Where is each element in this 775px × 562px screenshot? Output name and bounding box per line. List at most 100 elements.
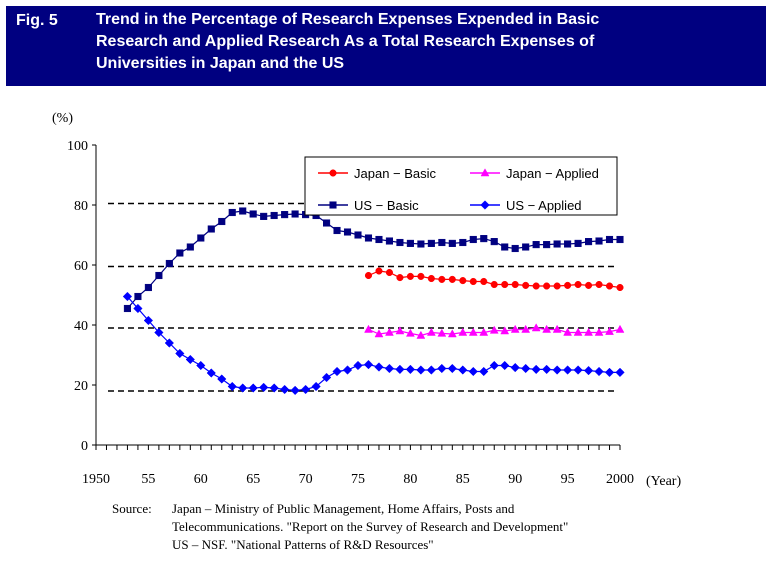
data-point-1 bbox=[605, 326, 614, 335]
data-point-0 bbox=[501, 280, 509, 289]
data-point-2 bbox=[417, 240, 425, 248]
x-axis-label: (Year) bbox=[646, 474, 681, 489]
data-point-1 bbox=[489, 325, 499, 334]
legend-item-2: US − Basic bbox=[318, 198, 419, 213]
x-tick-label: 75 bbox=[351, 472, 365, 487]
data-point-3 bbox=[196, 360, 206, 371]
legend: Japan − Basic Japan − Applied US − Basic US… bbox=[318, 166, 599, 213]
data-point-3 bbox=[521, 363, 531, 374]
y-tick-label: 80 bbox=[74, 199, 88, 214]
x-tick-label: 85 bbox=[456, 472, 470, 487]
series-0 bbox=[364, 267, 624, 292]
data-point-2 bbox=[385, 237, 393, 245]
data-point-3 bbox=[552, 365, 562, 375]
figure-title-banner: Fig. 5 Trend in the Percentage of Resear… bbox=[6, 6, 766, 86]
x-tick-label: 2000 bbox=[606, 472, 634, 487]
data-point-0 bbox=[553, 282, 561, 290]
data-point-1 bbox=[500, 326, 510, 335]
y-axis-label: (%) bbox=[52, 111, 73, 126]
data-point-3 bbox=[279, 384, 290, 395]
data-point-3 bbox=[468, 366, 478, 377]
data-point-3 bbox=[615, 367, 625, 378]
data-point-2 bbox=[364, 234, 373, 242]
data-point-3 bbox=[321, 372, 332, 383]
data-point-1 bbox=[447, 329, 457, 338]
data-point-2 bbox=[459, 238, 467, 247]
data-point-1 bbox=[542, 324, 552, 333]
data-point-3 bbox=[395, 364, 405, 375]
data-point-3 bbox=[164, 338, 175, 348]
data-point-3 bbox=[143, 315, 154, 326]
data-point-0 bbox=[459, 277, 467, 285]
data-point-1 bbox=[364, 324, 373, 333]
x-tick-label: 90 bbox=[508, 472, 522, 487]
data-point-1 bbox=[437, 328, 447, 337]
data-point-3 bbox=[500, 360, 510, 371]
data-point-2 bbox=[574, 239, 582, 247]
legend-label: US − Applied bbox=[506, 198, 582, 213]
legend-item-1: Japan − Applied bbox=[470, 166, 599, 181]
figure-title-line-1: Trend in the Percentage of Research Expe… bbox=[96, 11, 600, 28]
source-line-2: Telecommunications. "Report on the Surve… bbox=[172, 519, 569, 534]
data-point-2 bbox=[155, 271, 163, 280]
data-point-2 bbox=[490, 238, 498, 246]
series-line-3 bbox=[126, 296, 620, 392]
data-point-1 bbox=[531, 323, 541, 332]
series-line-2 bbox=[126, 210, 620, 309]
series-2 bbox=[123, 207, 624, 313]
data-point-3 bbox=[175, 348, 185, 359]
y-tick-label: 20 bbox=[74, 379, 88, 394]
figure-title-line-3: Universities in Japan and the US bbox=[96, 55, 345, 72]
data-point-2 bbox=[270, 211, 278, 220]
data-point-2 bbox=[218, 217, 226, 226]
data-point-1 bbox=[468, 327, 478, 336]
data-point-2 bbox=[144, 283, 152, 292]
x-tick-label: 1950 bbox=[82, 472, 110, 487]
source-line-3: US – NSF. "National Patterns of R&D Reso… bbox=[172, 537, 434, 552]
data-point-3 bbox=[384, 363, 395, 374]
data-point-3 bbox=[154, 327, 164, 338]
source-line-1: Japan – Ministry of Public Management, H… bbox=[172, 501, 515, 516]
data-point-0 bbox=[427, 274, 435, 283]
data-point-2 bbox=[176, 249, 184, 257]
data-point-1 bbox=[584, 327, 593, 336]
data-point-2 bbox=[228, 208, 236, 217]
data-point-2 bbox=[354, 231, 362, 239]
figure-title-line-2: Research and Applied Research As a Total… bbox=[96, 33, 595, 50]
data-point-2 bbox=[448, 239, 456, 247]
data-point-1 bbox=[385, 327, 394, 336]
data-point-3 bbox=[573, 365, 583, 375]
axes: 0 20 40 60 80 100 1950 55 60 65 70 75 80 85 90 95 2000 bbox=[67, 139, 634, 487]
data-point-2 bbox=[427, 239, 435, 247]
data-point-2 bbox=[343, 228, 352, 236]
x-tick-label: 60 bbox=[194, 472, 208, 487]
data-point-2 bbox=[260, 212, 268, 220]
y-tick-label: 40 bbox=[74, 319, 88, 334]
data-point-2 bbox=[281, 211, 289, 219]
data-point-0 bbox=[585, 281, 593, 289]
data-point-0 bbox=[522, 281, 530, 289]
data-point-3 bbox=[426, 365, 437, 375]
data-point-2 bbox=[553, 240, 561, 248]
data-point-2 bbox=[197, 234, 205, 242]
data-point-3 bbox=[248, 383, 258, 393]
data-point-0 bbox=[564, 281, 572, 289]
data-point-1 bbox=[615, 324, 625, 333]
legend-item-0: Japan − Basic bbox=[318, 166, 437, 181]
data-point-2 bbox=[165, 259, 173, 268]
data-point-0 bbox=[490, 280, 498, 289]
data-point-0 bbox=[480, 277, 488, 286]
x-tick-label: 70 bbox=[299, 472, 313, 487]
data-point-2 bbox=[123, 304, 131, 313]
data-point-3 bbox=[259, 382, 269, 393]
data-point-3 bbox=[458, 365, 468, 375]
data-point-1 bbox=[563, 327, 573, 336]
data-point-0 bbox=[406, 272, 414, 280]
legend-swatch-marker bbox=[329, 201, 337, 209]
data-point-1 bbox=[573, 327, 583, 336]
data-point-3 bbox=[332, 366, 342, 377]
data-point-2 bbox=[375, 235, 383, 244]
data-point-0 bbox=[364, 271, 373, 280]
data-point-1 bbox=[458, 327, 468, 336]
data-point-3 bbox=[531, 364, 541, 375]
